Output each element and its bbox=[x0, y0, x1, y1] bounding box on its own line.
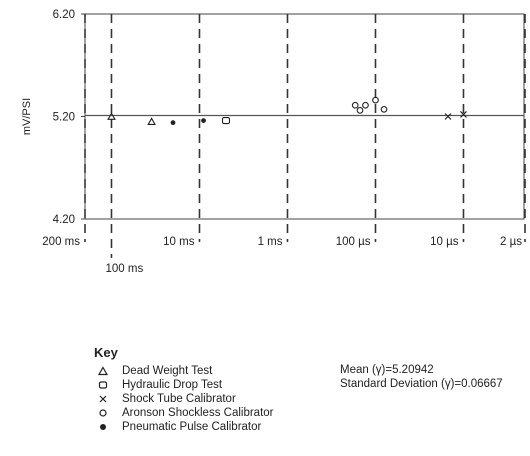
x-marker-icon bbox=[98, 394, 122, 404]
triangle-marker bbox=[147, 117, 156, 125]
x-tick-label: 100 ms bbox=[105, 263, 143, 275]
statistics-block: Mean (γ)=5.20942 Standard Deviation (γ)=… bbox=[340, 363, 503, 391]
y-axis-label: mV/PSI bbox=[21, 98, 33, 135]
square-marker bbox=[221, 117, 231, 125]
x-tick-label: 200 ms bbox=[42, 236, 80, 248]
key-item: Pneumatic Pulse Calibrator bbox=[98, 420, 274, 434]
key-label: Dead Weight Test bbox=[122, 365, 213, 377]
dot-marker-icon bbox=[98, 422, 122, 432]
circle-marker bbox=[380, 105, 388, 113]
triangle-marker bbox=[107, 112, 116, 120]
key-label: Aronson Shockless Calibrator bbox=[122, 407, 274, 419]
circle-marker-icon bbox=[98, 408, 122, 418]
mean-text: Mean (γ)=5.20942 bbox=[340, 364, 434, 376]
x-marker bbox=[460, 111, 467, 118]
circle-marker bbox=[372, 96, 379, 104]
key-item: Hydraulic Drop Test bbox=[98, 378, 274, 392]
plot-frame bbox=[84, 13, 525, 220]
chart: 6.20 5.20 4.20 mV/PSI 200 ms 100 ms 10 ms 1 ms 1… bbox=[21, 9, 526, 275]
key-label: Pneumatic Pulse Calibrator bbox=[122, 421, 262, 433]
key-item: Shock Tube Calibrator bbox=[98, 392, 274, 406]
dot-marker bbox=[170, 120, 176, 126]
std-dev-text: Standard Deviation (γ)=0.06667 bbox=[340, 378, 503, 390]
y-tick-label: 6.20 bbox=[53, 9, 75, 21]
y-tick-label: 4.20 bbox=[53, 214, 75, 226]
triangle-marker-icon bbox=[98, 366, 122, 376]
x-tick-label: 2 µs bbox=[500, 236, 522, 248]
x-marker bbox=[444, 113, 452, 120]
x-tick-label: 100 µs bbox=[336, 236, 371, 248]
circle-marker bbox=[356, 106, 364, 114]
key-label: Hydraulic Drop Test bbox=[122, 379, 223, 391]
x-tick-label: 1 ms bbox=[258, 236, 283, 248]
square-marker-icon bbox=[98, 380, 122, 390]
key-title: Key bbox=[94, 345, 118, 360]
key-label: Shock Tube Calibrator bbox=[122, 393, 236, 405]
x-tick-label: 10 µs bbox=[430, 236, 459, 248]
circle-marker bbox=[351, 101, 359, 109]
y-tick-label: 5.20 bbox=[53, 112, 75, 124]
circle-marker bbox=[362, 101, 369, 109]
key-item: Dead Weight Test bbox=[98, 364, 274, 378]
x-tick-label: 10 ms bbox=[163, 236, 195, 248]
dot-marker bbox=[201, 118, 206, 123]
key-item: Aronson Shockless Calibrator bbox=[98, 406, 274, 420]
key-list: Dead Weight Test Hydraulic Drop Test Sho… bbox=[98, 364, 274, 434]
